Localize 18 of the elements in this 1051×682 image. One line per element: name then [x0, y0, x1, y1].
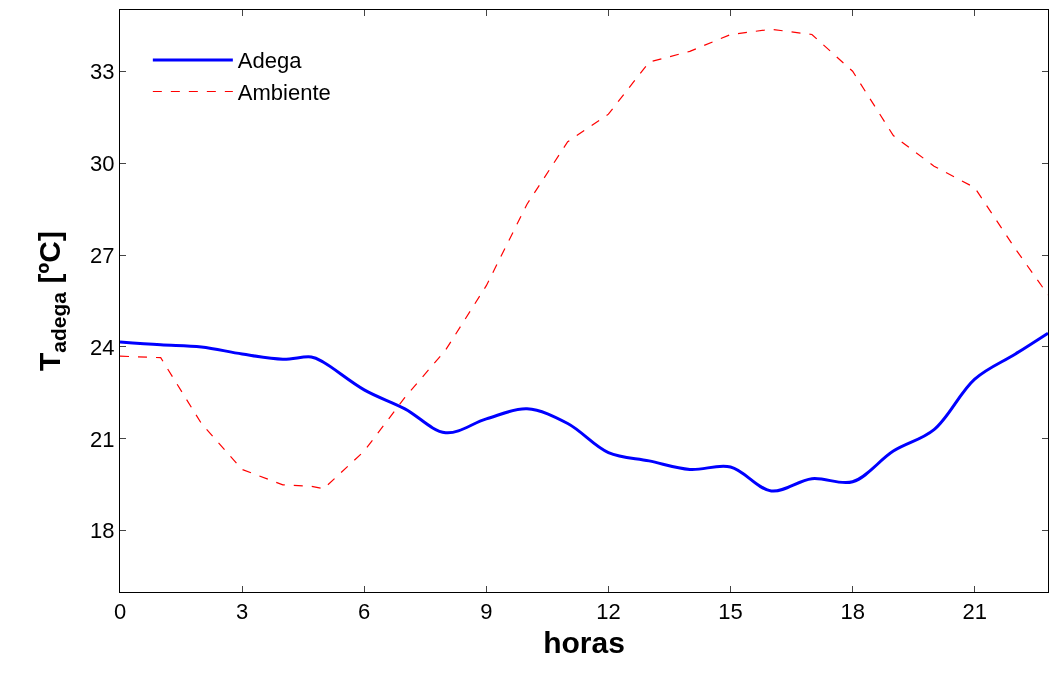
- x-tick-label: 6: [358, 599, 371, 625]
- y-tick-label: 30: [90, 150, 115, 176]
- x-tick-label: 0: [113, 599, 127, 625]
- y-tick-label: 21: [90, 426, 115, 452]
- line-series: [120, 331, 1048, 493]
- x-tick-label: 21: [962, 599, 987, 625]
- y-tick-label: 27: [90, 242, 115, 268]
- y-tick-label: 24: [90, 334, 115, 360]
- x-tick-label: 3: [235, 599, 249, 625]
- x-tick-label: 12: [596, 599, 621, 625]
- x-tick-label: 9: [480, 599, 493, 625]
- x-tick-label: 18: [840, 599, 865, 625]
- x-tick-label: 15: [718, 599, 743, 625]
- legend-label: Adega: [237, 48, 303, 74]
- legend-label: Ambiente: [237, 80, 331, 106]
- x-axis-title: horas: [543, 625, 625, 659]
- y-tick-label: 33: [90, 58, 115, 84]
- y-tick-label: 18: [90, 518, 115, 544]
